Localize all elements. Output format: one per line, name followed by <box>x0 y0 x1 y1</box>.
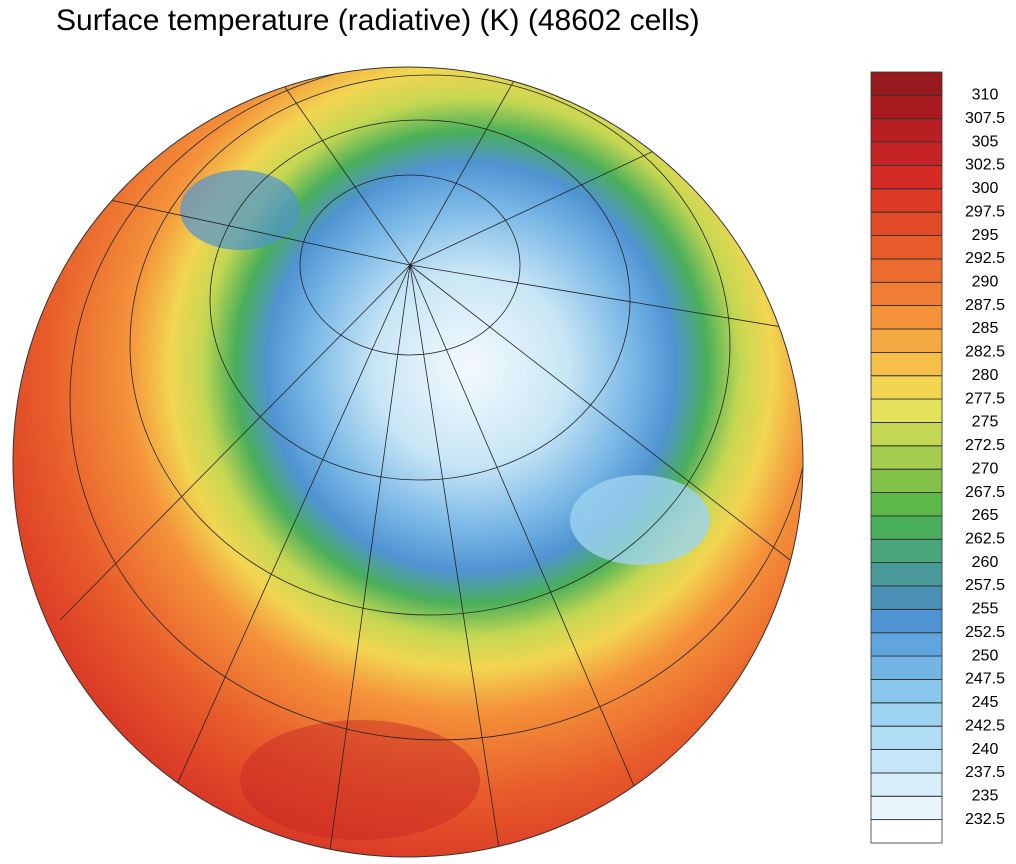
colorbar-box <box>870 795 943 821</box>
colorbar-label: 235 <box>972 787 999 804</box>
colorbar-box <box>870 445 943 470</box>
snow-region <box>570 475 710 565</box>
colorbar-box <box>870 702 943 727</box>
colorbar-box <box>870 608 943 634</box>
colorbar-label: 272.5 <box>965 437 1005 454</box>
colorbar-label: 292.5 <box>965 250 1005 267</box>
colorbar-box <box>870 422 943 447</box>
colorbar-box <box>870 749 943 774</box>
colorbar-label: 302.5 <box>965 157 1005 174</box>
hot-region <box>240 720 480 840</box>
colorbar-box <box>870 235 943 260</box>
globe <box>13 67 803 857</box>
colorbar-box <box>870 655 943 680</box>
colorbar-box <box>870 211 943 236</box>
colorbar-label: 287.5 <box>965 297 1005 314</box>
colorbar-box <box>870 492 943 517</box>
colorbar-box <box>870 819 943 844</box>
colorbar-label: 285 <box>972 320 999 337</box>
colorbar-label: 267.5 <box>965 484 1005 501</box>
colorbar-label: 295 <box>972 227 999 244</box>
colorbar: 232.5 235 237.5 240 242.5 245 247.5 250 252.5 255… <box>870 71 1005 844</box>
colorbar-label: 265 <box>972 507 999 524</box>
colorbar-label: 260 <box>972 554 999 571</box>
colorbar-box <box>870 725 943 750</box>
colorbar-label: 245 <box>972 694 999 711</box>
colorbar-label: 250 <box>972 647 999 664</box>
colorbar-box <box>870 351 943 377</box>
colorbar-label: 277.5 <box>965 390 1005 407</box>
colorbar-box <box>870 94 943 120</box>
colorbar-label: 247.5 <box>965 671 1005 688</box>
colorbar-box <box>870 375 943 400</box>
colorbar-box <box>870 398 943 423</box>
colorbar-box <box>870 141 943 166</box>
colorbar-box <box>870 632 943 657</box>
globe-outline <box>12 66 804 858</box>
colorbar-label: 305 <box>972 133 999 150</box>
colorbar-box <box>870 71 943 96</box>
colorbar-label: 282.5 <box>965 344 1005 361</box>
colorbar-label: 257.5 <box>965 577 1005 594</box>
colorbar-label: 310 <box>972 87 999 104</box>
colorbar-label: 240 <box>972 741 999 758</box>
colorbar-label: 232.5 <box>965 811 1005 828</box>
title: Surface temperature (radiative) (K) (486… <box>56 4 700 37</box>
colorbar-box <box>870 188 943 213</box>
colorbar-box <box>870 468 943 493</box>
colorbar-label: 252.5 <box>965 624 1005 641</box>
cold-region <box>180 170 300 250</box>
graticule <box>59 67 803 856</box>
colorbar-box <box>870 772 943 797</box>
colorbar-box <box>870 679 943 704</box>
colorbar-label: 300 <box>972 180 999 197</box>
colorbar-box <box>870 515 943 540</box>
colorbar-label: 275 <box>972 414 999 431</box>
colorbar-label: 262.5 <box>965 530 1005 547</box>
colorbar-box <box>870 258 943 283</box>
colorbar-box <box>870 165 943 190</box>
colorbar-label: 255 <box>972 601 999 618</box>
colorbar-box <box>870 538 943 564</box>
colorbar-label: 280 <box>972 367 999 384</box>
colorbar-box <box>870 118 943 143</box>
colorbar-box <box>870 328 943 353</box>
globe-fill <box>13 67 803 857</box>
colorbar-label: 290 <box>972 273 999 290</box>
colorbar-box <box>870 281 943 307</box>
colorbar-label: 237.5 <box>965 764 1005 781</box>
colorbar-label: 307.5 <box>965 110 1005 127</box>
colorbar-box <box>870 305 943 330</box>
colorbar-label: 297.5 <box>965 203 1005 220</box>
colorbar-box <box>870 585 943 610</box>
colorbar-label: 242.5 <box>965 717 1005 734</box>
colorbar-box <box>870 562 943 587</box>
colorbar-label: 270 <box>972 460 999 477</box>
